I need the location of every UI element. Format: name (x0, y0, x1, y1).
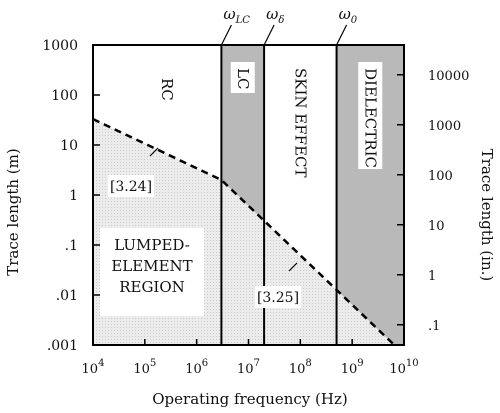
boundary-ref-label: [3.25] (257, 290, 299, 306)
y-tick-label: 10 (60, 138, 78, 154)
x-tick-label: 106 (185, 358, 208, 377)
frequency-marker-label: ω0 (339, 5, 358, 26)
boundary-ref-label: [3.24] (110, 179, 152, 195)
y-tick-label: 1000 (42, 38, 78, 54)
lumped-region-label: LUMPED- (114, 236, 190, 254)
ref-leader (149, 147, 159, 157)
lumped-region-label: ELEMENT (111, 257, 192, 275)
y-tick-label: .1 (65, 238, 78, 254)
lumped-label-box (100, 228, 204, 316)
region-label: RC (158, 78, 176, 101)
y2-tick-label: 10 (428, 219, 445, 234)
x-tick-label: 107 (237, 358, 260, 377)
y-tick-label: 100 (51, 88, 78, 104)
x-tick-label: 109 (341, 358, 364, 377)
x-tick-label: 108 (289, 358, 312, 377)
y2-tick-label: .1 (428, 319, 440, 334)
y2-tick-label: 1000 (428, 119, 461, 134)
region-label: DIELECTRIC (361, 68, 379, 168)
y2-tick-label: 100 (428, 169, 453, 184)
y-tick-label: .001 (47, 338, 78, 354)
region-label: SKIN EFFECT (291, 68, 309, 178)
x-tick-label: 105 (133, 358, 156, 377)
lumped-region-label: REGION (119, 278, 185, 296)
x-tick-label: 104 (82, 358, 105, 377)
region-label-box (230, 62, 255, 93)
ref-leader (288, 262, 298, 272)
marker-leader (336, 24, 348, 46)
marker-leader (220, 24, 232, 46)
marker-leader (263, 24, 275, 46)
y2-axis-title: Trace length (in.) (478, 149, 496, 282)
y-tick-label: .01 (56, 288, 78, 304)
y2-tick-label: 10000 (428, 69, 469, 84)
ref-box (255, 286, 301, 308)
region-label: LC (234, 68, 252, 89)
y-tick-label: 1 (69, 188, 78, 204)
y2-tick-label: 1 (428, 269, 436, 284)
frequency-marker-label: ωδ (266, 5, 284, 26)
x-tick-label: 1010 (389, 358, 418, 377)
ref-box (108, 175, 154, 197)
frequency-marker-label: ωLC (223, 5, 250, 26)
y-axis-title: Trace length (m) (4, 148, 22, 276)
x-axis-title: Operating frequency (Hz) (152, 390, 347, 408)
region-label-box (358, 62, 383, 169)
